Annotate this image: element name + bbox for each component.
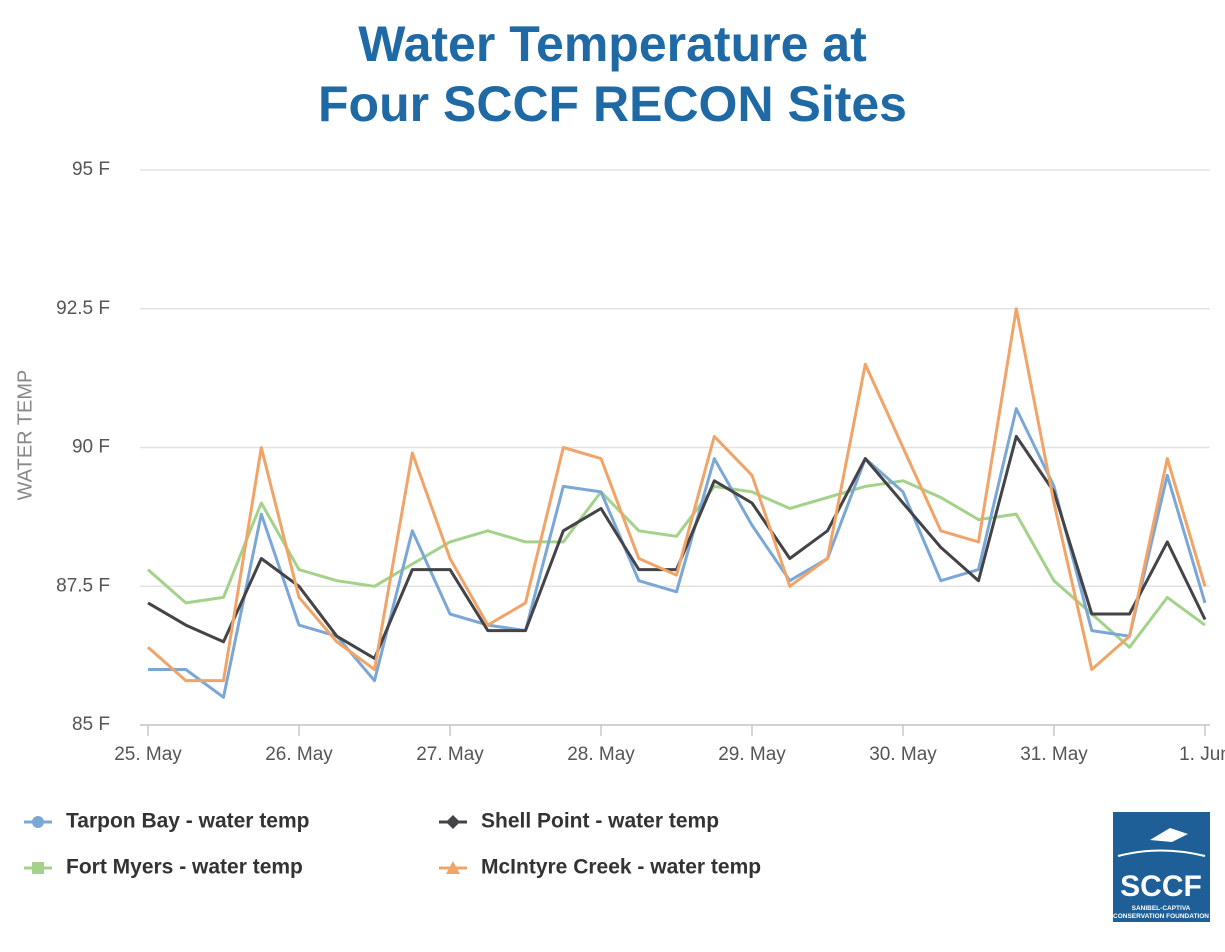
y-tick-label: 95 F: [72, 159, 110, 180]
logo-subtitle: SANIBEL-CAPTIVA CONSERVATION FOUNDATION: [1113, 905, 1209, 920]
legend-marker: [32, 862, 44, 874]
legend-item: Fort Myers - water temp: [24, 856, 303, 879]
legend-item: Shell Point - water temp: [439, 810, 719, 833]
y-tick-label: 92.5 F: [56, 298, 110, 319]
series-line: [147, 307, 1207, 683]
legend-label: McIntyre Creek - water temp: [481, 856, 761, 879]
logo: SCCF SANIBEL-CAPTIVA CONSERVATION FOUNDAT…: [1113, 812, 1210, 922]
x-tick-label: 28. May: [567, 744, 635, 765]
logo-bird: [1150, 828, 1188, 842]
chart-title: Water Temperature at Four SCCF RECON Sit…: [318, 16, 907, 132]
x-tick-label: 29. May: [718, 744, 786, 765]
y-tick-label: 90 F: [72, 437, 110, 458]
legend-marker: [446, 815, 460, 829]
y-tick-label: 85 F: [72, 714, 110, 735]
x-tick-label: 1. Jun: [1179, 744, 1225, 765]
series-line: [147, 479, 1206, 649]
logo-wave: [1117, 849, 1206, 857]
legend-item: Tarpon Bay - water temp: [24, 810, 310, 833]
logo-text: SCCF: [1120, 870, 1202, 903]
logo-background: [1113, 812, 1210, 922]
legend-item: McIntyre Creek - water temp: [439, 856, 761, 879]
legend-marker: [446, 861, 460, 874]
legend-label: Fort Myers - water temp: [66, 856, 303, 879]
x-tick-label: 27. May: [416, 744, 484, 765]
legend-label: Tarpon Bay - water temp: [66, 810, 310, 833]
x-tick-label: 25. May: [114, 744, 182, 765]
y-tick-label: 87.5 F: [56, 575, 110, 596]
x-tick-label: 26. May: [265, 744, 333, 765]
x-tick-label: 31. May: [1020, 744, 1088, 765]
x-tick-label: 30. May: [869, 744, 937, 765]
legend-label: Shell Point - water temp: [481, 810, 719, 833]
y-axis-label: WATER TEMP: [14, 370, 36, 501]
series-line: [148, 407, 1207, 699]
legend-marker: [32, 816, 44, 828]
